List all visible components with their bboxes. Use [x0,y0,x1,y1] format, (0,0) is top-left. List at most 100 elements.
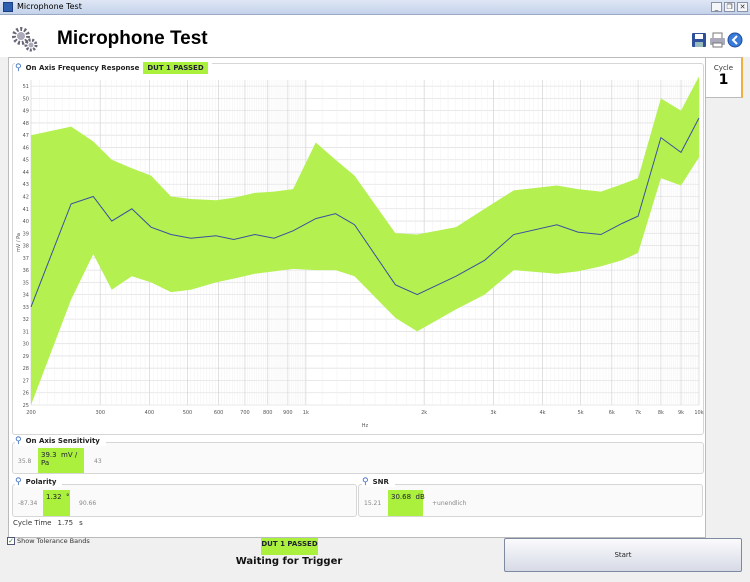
y-tick-label: 41 [23,207,29,213]
polarity-unit: ° [66,493,70,501]
x-tick-label: 10k [694,410,703,416]
x-tick-label: 1k [303,410,309,416]
x-tick-label: 8k [658,410,664,416]
x-tick-label: 300 [95,410,105,416]
y-tick-label: 37 [23,256,29,262]
x-axis-label: Hz [362,423,369,429]
y-tick-label: 25 [23,403,29,409]
x-tick-label: 800 [263,410,273,416]
cycle-time-label: Cycle Time [13,519,52,527]
sensitivity-value: 39.3 [41,451,57,459]
sensitivity-label: On Axis Sensitivity [25,437,100,445]
sensitivity-header: ⚲ On Axis Sensitivity [15,436,106,446]
y-tick-label: 29 [23,354,29,360]
y-tick-label: 50 [23,96,29,102]
header [0,15,750,57]
zoom-icon[interactable]: ⚲ [15,436,22,446]
zoom-icon[interactable]: ⚲ [362,477,369,487]
app-icon [3,2,13,12]
snr-value: 30.68 [391,493,412,501]
status-message: Waiting for Trigger [235,556,343,567]
y-tick-label: 36 [23,268,29,274]
y-tick-label: 51 [23,84,29,90]
x-tick-label: 4k [539,410,545,416]
window-title: Microphone Test [17,2,82,11]
y-tick-label: 43 [23,182,29,188]
y-tick-label: 46 [23,145,29,151]
y-tick-label: 47 [23,133,29,139]
polarity-group: -87.34 1.32 ° 90.66 [12,484,357,517]
sensitivity-value-box: 39.3 mV / Pa [38,448,84,473]
snr-header: ⚲ SNR [362,477,395,487]
x-tick-label: 5k [578,410,584,416]
zoom-icon[interactable]: ⚲ [15,477,22,487]
main-panel: ⚲ On Axis Frequency Response DUT 1 PASSE… [8,57,706,538]
frequency-response-chart: 25 26 27 28 29 30 31 32 33 34 35 36 37 38 39 40 41 42 43 44… [16,76,704,429]
cycle-time-unit: s [79,519,83,527]
snr-value-box: 30.68 dB [388,490,425,516]
cycle-label: Cycle [713,64,734,72]
cycle-time: Cycle Time 1.75 s [13,519,83,527]
y-tick-label: 45 [23,158,29,164]
polarity-value-box: 1.32 ° [43,490,70,516]
frequency-response-header: ⚲ On Axis Frequency Response DUT 1 PASSE… [15,62,212,74]
print-icon[interactable] [709,32,726,48]
polarity-value: 1.32 [46,493,62,501]
close-button[interactable]: ✕ [737,2,748,12]
show-tolerance-label: Show Tolerance Bands [17,537,90,545]
zoom-icon[interactable]: ⚲ [15,63,22,73]
show-tolerance-toggle[interactable]: ✓ Show Tolerance Bands [7,537,90,545]
y-tick-label: 48 [23,121,29,127]
measurement-line [30,117,700,308]
x-tick-label: 3k [490,410,496,416]
start-button[interactable]: Start [504,538,742,572]
frequency-response-label: On Axis Frequency Response [25,64,140,72]
y-tick-label: 34 [23,293,29,299]
polarity-min: -87.34 [18,500,38,507]
snr-group: 15.21 30.68 dB +unendlich [358,484,703,517]
minimize-button[interactable]: _ [711,2,722,12]
polarity-header: ⚲ Polarity [15,477,63,487]
title-bar: Microphone Test _ ❐ ✕ [0,0,750,15]
sensitivity-unit: mV / Pa [41,451,78,467]
sensitivity-max: 43 [94,458,102,465]
snr-max: +unendlich [432,500,467,507]
result-badge: DUT 1 PASSED [261,538,318,555]
y-tick-label: 42 [23,195,29,201]
maximize-button[interactable]: ❐ [724,2,735,12]
y-tick-label: 27 [23,378,29,384]
polarity-label: Polarity [25,478,57,486]
x-tick-label: 7k [635,410,641,416]
checkbox-checked-icon[interactable]: ✓ [7,537,15,545]
y-tick-label: 26 [23,391,29,397]
y-tick-label: 38 [23,244,29,250]
snr-label: SNR [372,478,389,486]
page-title: Microphone Test [57,28,208,49]
snr-min: 15.21 [364,500,382,507]
y-tick-label: 32 [23,317,29,323]
save-icon[interactable] [691,32,707,48]
x-tick-label: 9k [678,410,684,416]
y-tick-label: 35 [23,280,29,286]
x-tick-label: 900 [283,410,293,416]
x-tick-label: 400 [145,410,155,416]
y-tick-label: 31 [23,329,29,335]
x-tick-label: 2k [421,410,427,416]
frequency-response-status: DUT 1 PASSED [143,62,208,74]
x-tick-label: 200 [26,410,36,416]
y-tick-label: 33 [23,305,29,311]
sensitivity-min: 35.8 [18,458,32,465]
y-tick-label: 49 [23,109,29,115]
y-tick-label: 44 [23,170,29,176]
y-tick-label: 40 [23,219,29,225]
x-tick-label: 500 [183,410,193,416]
snr-unit: dB [415,493,425,501]
sensitivity-group: 35.8 39.3 mV / Pa 43 [12,442,704,474]
cycle-time-value: 1.75 [57,519,74,527]
x-tick-label: 6k [609,410,615,416]
back-icon[interactable] [727,32,743,48]
cycle-tab[interactable]: Cycle 1 [706,57,743,98]
cycle-value: 1 [718,72,729,88]
y-tick-label: 30 [23,342,29,348]
y-tick-label: 28 [23,366,29,372]
